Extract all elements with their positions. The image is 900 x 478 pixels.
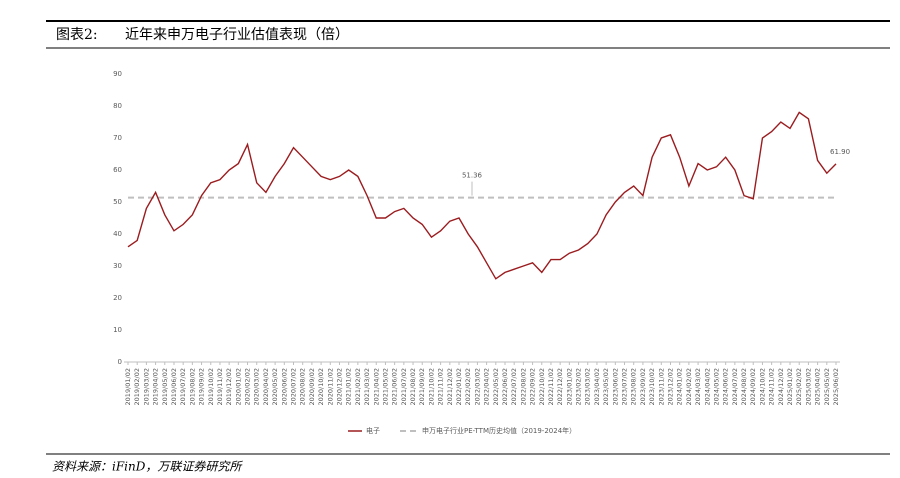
x-tick-label: 2019/12/02	[225, 368, 233, 405]
x-tick-label: 2019/10/02	[207, 368, 215, 405]
x-tick-label: 2019/01/02	[124, 368, 132, 405]
x-tick-label: 2025/05/02	[823, 368, 831, 405]
x-tick-label: 2025/01/02	[786, 368, 794, 405]
x-tick-label: 2023/09/02	[639, 368, 647, 405]
x-tick-label: 2023/04/02	[593, 368, 601, 405]
x-tick-label: 2023/02/02	[575, 368, 583, 405]
y-tick-label: 40	[113, 230, 122, 238]
x-tick-label: 2020/12/02	[335, 368, 343, 405]
x-tick-label: 2022/04/02	[483, 368, 491, 405]
x-tick-label: 2021/05/02	[381, 368, 389, 405]
x-tick-label: 2021/03/02	[363, 368, 371, 405]
x-tick-label: 2021/07/02	[400, 368, 408, 405]
x-tick-label: 2024/08/02	[740, 368, 748, 405]
x-tick-label: 2022/10/02	[538, 368, 546, 405]
x-tick-label: 2023/08/02	[630, 368, 638, 405]
x-tick-label: 2020/08/02	[299, 368, 307, 405]
y-tick-label: 90	[113, 70, 122, 78]
x-tick-label: 2021/04/02	[372, 368, 380, 405]
x-tick-label: 2024/05/02	[712, 368, 720, 405]
x-tick-label: 2019/07/02	[179, 368, 187, 405]
y-tick-label: 70	[113, 134, 122, 142]
x-tick-label: 2022/12/02	[556, 368, 564, 405]
x-tick-label: 2023/07/02	[621, 368, 629, 405]
legend-label: 电子	[366, 426, 380, 435]
x-tick-label: 2020/03/02	[253, 368, 261, 405]
x-tick-label: 2022/02/02	[464, 368, 472, 405]
data-label: 61.90	[830, 148, 850, 156]
x-tick-label: 2024/10/02	[758, 368, 766, 405]
x-tick-label: 2024/01/02	[676, 368, 684, 405]
x-tick-label: 2022/06/02	[501, 368, 509, 405]
x-tick-label: 2025/03/02	[804, 368, 812, 405]
series-line	[127, 111, 837, 280]
x-tick-label: 2020/02/02	[244, 368, 252, 405]
x-tick-label: 2021/10/02	[427, 368, 435, 405]
x-tick-label: 2020/07/02	[290, 368, 298, 405]
x-tick-label: 2022/05/02	[492, 368, 500, 405]
x-tick-label: 2022/09/02	[529, 368, 537, 405]
x-tick-label: 2021/09/02	[418, 368, 426, 405]
x-tick-label: 2023/03/02	[584, 368, 592, 405]
x-tick-label: 2021/06/02	[391, 368, 399, 405]
y-tick-label: 60	[113, 166, 122, 174]
y-tick-label: 30	[113, 262, 122, 270]
header-title: 近年来申万电子行业估值表现（倍）	[125, 27, 349, 43]
x-tick-label: 2024/04/02	[703, 368, 711, 405]
y-tick-label: 0	[118, 358, 122, 366]
x-tick-label: 2021/12/02	[446, 368, 454, 405]
x-tick-label: 2025/02/02	[795, 368, 803, 405]
y-tick-label: 80	[113, 102, 122, 110]
x-tick-label: 2020/09/02	[308, 368, 316, 405]
x-tick-label: 2024/07/02	[731, 368, 739, 405]
footer-source: 资料来源：iFinD，万联证券研究所	[52, 460, 243, 474]
x-tick-label: 2019/08/02	[188, 368, 196, 405]
x-tick-label: 2024/03/02	[694, 368, 702, 405]
x-tick-label: 2021/11/02	[437, 368, 445, 405]
x-tick-label: 2019/05/02	[161, 368, 169, 405]
x-tick-label: 2023/10/02	[648, 368, 656, 405]
x-tick-label: 2020/06/02	[280, 368, 288, 405]
x-tick-label: 2022/03/02	[473, 368, 481, 405]
reference-label: 51.36	[462, 172, 483, 180]
x-tick-label: 2022/11/02	[547, 368, 555, 405]
header-label: 图表2:	[56, 27, 98, 43]
x-tick-label: 2019/11/02	[216, 368, 224, 405]
x-tick-label: 2019/03/02	[142, 368, 150, 405]
x-tick-label: 2024/09/02	[749, 368, 757, 405]
x-tick-label: 2025/06/02	[832, 368, 840, 405]
x-tick-label: 2023/05/02	[602, 368, 610, 405]
x-tick-label: 2020/05/02	[271, 368, 279, 405]
x-tick-label: 2019/02/02	[133, 368, 141, 405]
x-tick-label: 2024/12/02	[777, 368, 785, 405]
x-tick-label: 2025/04/02	[814, 368, 822, 405]
y-tick-label: 50	[113, 198, 122, 206]
x-tick-label: 2022/07/02	[510, 368, 518, 405]
x-tick-label: 2020/10/02	[317, 368, 325, 405]
x-tick-label: 2024/06/02	[722, 368, 730, 405]
x-tick-label: 2021/01/02	[345, 368, 353, 405]
x-tick-label: 2021/02/02	[354, 368, 362, 405]
x-tick-label: 2023/12/02	[666, 368, 674, 405]
x-tick-label: 2019/09/02	[198, 368, 206, 405]
y-tick-label: 10	[113, 326, 122, 334]
x-tick-label: 2019/06/02	[170, 368, 178, 405]
x-tick-label: 2023/11/02	[657, 368, 665, 405]
x-tick-label: 2021/08/02	[409, 368, 417, 405]
x-tick-label: 2023/01/02	[565, 368, 573, 405]
x-tick-label: 2019/04/02	[152, 368, 160, 405]
x-tick-label: 2022/01/02	[455, 368, 463, 405]
x-tick-label: 2022/08/02	[519, 368, 527, 405]
x-tick-label: 2024/02/02	[685, 368, 693, 405]
x-tick-label: 2024/11/02	[768, 368, 776, 405]
y-tick-label: 20	[113, 294, 122, 302]
x-tick-label: 2020/01/02	[234, 368, 242, 405]
x-tick-label: 2020/11/02	[326, 368, 334, 405]
x-tick-label: 2020/04/02	[262, 368, 270, 405]
x-tick-label: 2023/06/02	[611, 368, 619, 405]
legend-label: 申万电子行业PE-TTM历史均值（2019-2024年）	[422, 426, 576, 435]
